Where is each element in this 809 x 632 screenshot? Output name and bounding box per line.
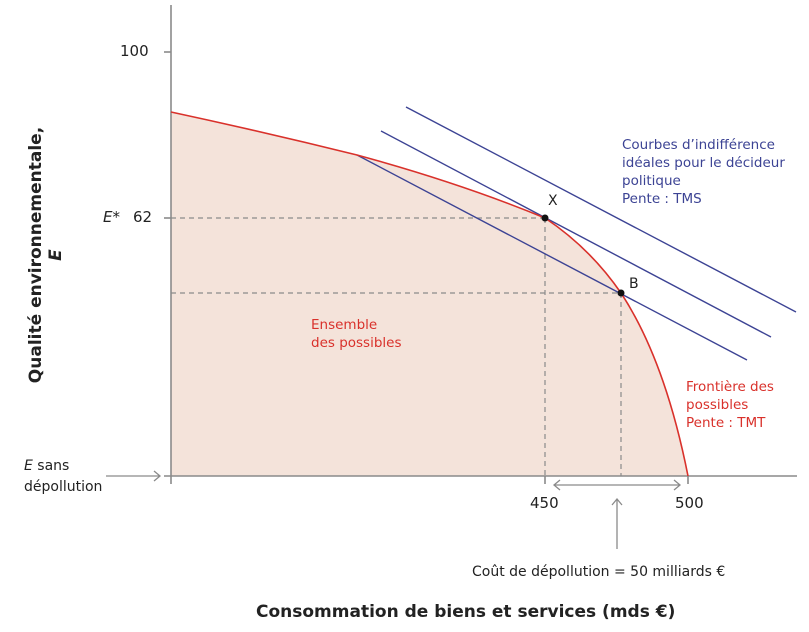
e-sans-label-1: E sans: [24, 457, 69, 476]
point-b-marker: [617, 289, 625, 297]
indifference-label-4: Pente : TMS: [622, 191, 702, 207]
y-tick-62: 62: [133, 208, 153, 226]
e-sans-arrow: [106, 470, 162, 482]
frontier-label-3: Pente : TMT: [686, 415, 766, 431]
indifference-label-1: Courbes d’indifférence: [622, 137, 775, 153]
y-axis-title-var: E: [46, 249, 66, 261]
x-axis-title: Consommation de biens et services (mds €…: [256, 602, 676, 622]
feasible-set-label-2: des possibles: [311, 335, 402, 351]
point-x-label: X: [548, 193, 558, 209]
production-possibility-frontier: [170, 111, 689, 477]
indifference-curves: [356, 106, 797, 361]
indifference-label-2: idéales pour le décideur: [622, 155, 785, 171]
feasible-set-label-1: Ensemble: [311, 317, 378, 333]
y-axis-title-text: Qualité environnementale,: [26, 126, 46, 384]
frontier-label-1: Frontière des: [686, 379, 774, 395]
y-tick-100: 100: [120, 42, 149, 60]
point-b-label: B: [629, 276, 639, 292]
frontier-label-2: possibles: [686, 397, 749, 413]
point-x-marker: [541, 214, 549, 222]
guide-lines: [171, 217, 622, 476]
cost-up-arrow: [611, 497, 623, 549]
x-tick-500: 500: [675, 494, 704, 512]
feasible-set-area: [171, 112, 688, 476]
indifference-label-3: politique: [622, 173, 681, 189]
y-tick-estar: E*: [103, 208, 120, 226]
cost-label: Coût de dépollution = 50 milliards €: [472, 564, 726, 580]
e-sans-label-2: dépollution: [24, 479, 103, 495]
x-tick-450: 450: [530, 494, 559, 512]
e-sans-text: sans: [32, 458, 70, 474]
axes: [164, 5, 797, 484]
e-var: E: [24, 458, 33, 474]
cost-double-arrow: [552, 479, 682, 491]
y-axis-title: Qualité environnementale, E: [26, 125, 66, 385]
